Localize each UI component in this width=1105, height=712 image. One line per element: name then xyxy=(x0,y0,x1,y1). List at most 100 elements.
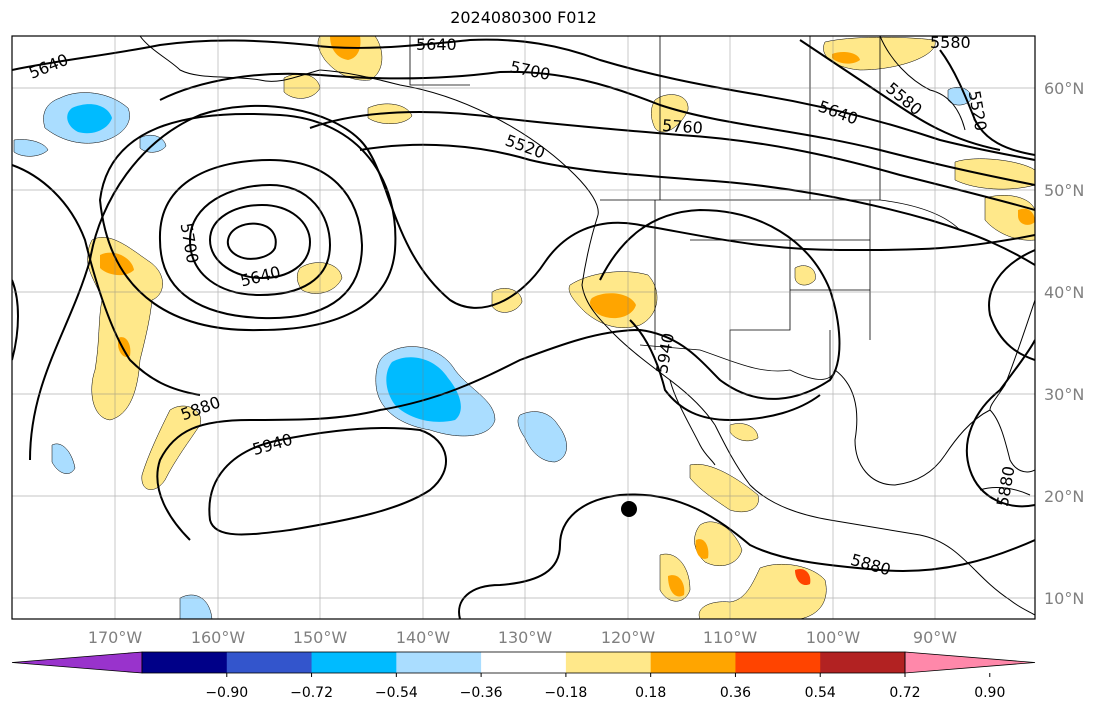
pos-anomaly-south-mexico-core xyxy=(695,539,709,559)
colorbar-segment xyxy=(142,652,228,673)
lon-label: 120°W xyxy=(601,628,656,647)
contour-5520-closed xyxy=(226,222,277,260)
contour-label: 5880 xyxy=(993,465,1019,508)
pos-anomaly-west-pacific-core xyxy=(100,252,134,276)
pos-anomaly-west-pacific xyxy=(87,237,163,421)
pos-anomaly-california-core xyxy=(590,293,636,319)
coast-baja xyxy=(669,379,716,466)
colorbar-segment xyxy=(650,652,736,673)
neg-anomaly-bottom xyxy=(179,594,213,619)
colorbar xyxy=(11,651,1036,674)
coast-florida xyxy=(944,409,1035,473)
coast-central-america xyxy=(974,569,1035,616)
contour-5880-ridge xyxy=(29,104,1035,461)
contour-5580-closed xyxy=(208,203,312,280)
lat-label: 20°N xyxy=(1044,487,1084,506)
colorbar-segment xyxy=(481,652,567,673)
map-frame xyxy=(11,35,1036,620)
neg-anomaly-sw xyxy=(51,443,76,474)
colorbar-ticks: −0.90 −0.72 −0.54 −0.36 −0.18 0.18 0.36 0.54 0.7… xyxy=(205,673,1005,701)
coast-hudson xyxy=(879,36,966,131)
pos-anomaly-west-pacific-core2 xyxy=(118,337,131,358)
contour-5880-south xyxy=(458,493,1035,619)
anomaly-shading xyxy=(13,36,1035,619)
height-contours xyxy=(12,38,1035,619)
contour-label: 5640 xyxy=(26,50,71,83)
colorbar-tick-label: −0.54 xyxy=(375,685,418,701)
pos-anomaly-yukon xyxy=(651,94,689,133)
colorbar-segment xyxy=(565,652,652,673)
lon-label: 140°W xyxy=(396,628,451,647)
contour-5700-north xyxy=(159,70,1035,186)
contour-5820-north xyxy=(359,143,1035,266)
contour-5640-north xyxy=(12,38,1035,161)
lon-labels: 170°W 160°W 150°W 140°W 130°W 120°W 110°… xyxy=(88,628,957,647)
colorbar-segment xyxy=(820,652,906,673)
pos-anomaly-newfoundland-core xyxy=(1018,208,1035,225)
pos-anomaly-rockies xyxy=(794,265,816,286)
lon-label: 160°W xyxy=(191,628,246,647)
neg-anomaly-east-pacific xyxy=(517,411,567,463)
contour-5520-ne xyxy=(939,49,1035,156)
coast-alaska xyxy=(139,36,599,216)
contour-5940-closed-high xyxy=(208,427,447,536)
lon-label: 110°W xyxy=(703,628,758,647)
pos-anomaly-mexico xyxy=(689,463,759,513)
lat-label: 10°N xyxy=(1044,589,1084,608)
pos-anomaly-aleutian xyxy=(283,73,321,99)
neg-anomaly-west xyxy=(13,139,49,157)
lon-label: 150°W xyxy=(293,628,348,647)
lat-labels: 60°N 50°N 40°N 30°N 20°N 10°N xyxy=(1044,79,1084,608)
colorbar-tick-label: 0.36 xyxy=(720,685,751,701)
borders xyxy=(409,36,961,380)
lon-label: 90°W xyxy=(913,628,957,647)
colorbar-segment xyxy=(396,652,482,673)
contour-5640-closed-low xyxy=(188,183,332,297)
storm-center-dot xyxy=(621,501,637,517)
contour-label: 5640 xyxy=(238,262,282,290)
coast-mexico xyxy=(714,424,976,571)
contour-5940-sw-us xyxy=(629,319,821,422)
colorbar-tick-label: −0.36 xyxy=(460,685,503,701)
graticule xyxy=(12,36,1035,619)
neg-anomaly-alaska-core xyxy=(67,104,112,134)
border-us-canada xyxy=(600,199,961,231)
contour-label: 5940 xyxy=(250,430,294,459)
colorbar-tick-label: −0.72 xyxy=(290,685,333,701)
colorbar-tick-label: 0.90 xyxy=(974,685,1005,701)
coast-east-us xyxy=(989,299,1035,411)
contour-label: 5640 xyxy=(816,97,861,129)
pos-anomaly-ne-canada-core xyxy=(832,52,860,64)
colorbar-tick-label: −0.18 xyxy=(544,685,587,701)
contour-5760-ring xyxy=(98,112,397,332)
lon-label: 170°W xyxy=(88,628,143,647)
colorbar-outline xyxy=(141,651,906,674)
lon-label: 100°W xyxy=(806,628,861,647)
lat-label: 30°N xyxy=(1044,385,1084,404)
contour-label: 5700 xyxy=(177,221,203,264)
contour-label: 5760 xyxy=(661,116,703,138)
pos-anomaly-labrador xyxy=(954,158,1035,190)
coast-cuba xyxy=(979,487,1031,496)
pos-anomaly-mid-pacific xyxy=(297,262,343,294)
contour-5880-west xyxy=(12,164,201,396)
contour-5700-ring xyxy=(158,158,364,320)
lat-label: 60°N xyxy=(1044,79,1084,98)
pos-anomaly-mexico2 xyxy=(729,423,759,442)
contour-5820-west-trough xyxy=(12,279,19,361)
contour-label: 5940 xyxy=(652,331,678,374)
colorbar-tick-label: 0.54 xyxy=(805,685,836,701)
pos-anomaly-epac-core xyxy=(795,568,811,586)
map-title: 2024080300 F012 xyxy=(450,8,597,27)
lat-label: 40°N xyxy=(1044,283,1084,302)
pos-anomaly-south-pacific xyxy=(141,405,202,490)
coastlines xyxy=(139,36,1035,616)
colorbar-tick-label: 0.18 xyxy=(635,685,666,701)
lat-label: 50°N xyxy=(1044,181,1084,200)
contour-label: 5580 xyxy=(930,33,971,52)
coast-gulf xyxy=(834,369,946,486)
border-canada-provinces xyxy=(659,36,881,200)
lon-label: 130°W xyxy=(498,628,553,647)
colorbar-tick-label: −0.90 xyxy=(205,685,248,701)
